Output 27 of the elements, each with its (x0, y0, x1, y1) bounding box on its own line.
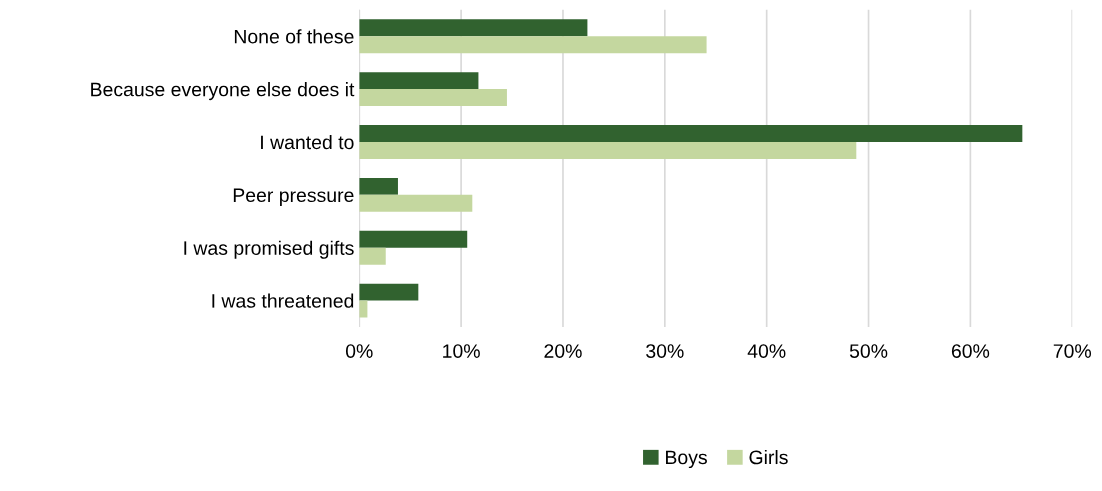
bar (359, 141, 857, 159)
bar (359, 230, 468, 248)
x-tick-label: 10% (443, 344, 480, 358)
bar (359, 125, 1023, 142)
x-tick-label: 50% (849, 344, 888, 358)
bar (359, 89, 507, 107)
bar (359, 72, 479, 90)
x-tick-label: 60% (951, 344, 990, 358)
y-tick-label: I was threatened (212, 293, 354, 308)
bar (359, 247, 386, 265)
legend-label: Boys (666, 450, 707, 469)
bar (359, 36, 707, 54)
y-tick-label: Peer pressure (233, 188, 354, 206)
y-tick-label: None of these (234, 29, 354, 44)
y-tick-label: I was promised gifts (184, 240, 354, 259)
bar (359, 194, 473, 212)
x-tick-label: 30% (646, 344, 684, 358)
bar (359, 283, 419, 301)
y-tick-label: I wanted to (261, 134, 354, 150)
bar (359, 19, 588, 37)
x-tick-label: 0% (345, 344, 373, 358)
x-tick-label: 70% (1053, 344, 1092, 358)
x-tick-label: 40% (747, 344, 786, 358)
legend-label: Girls (749, 449, 788, 465)
x-tick-label: 20% (544, 344, 582, 358)
y-tick-label: Because everyone else does it (91, 82, 355, 101)
bar (359, 177, 398, 195)
